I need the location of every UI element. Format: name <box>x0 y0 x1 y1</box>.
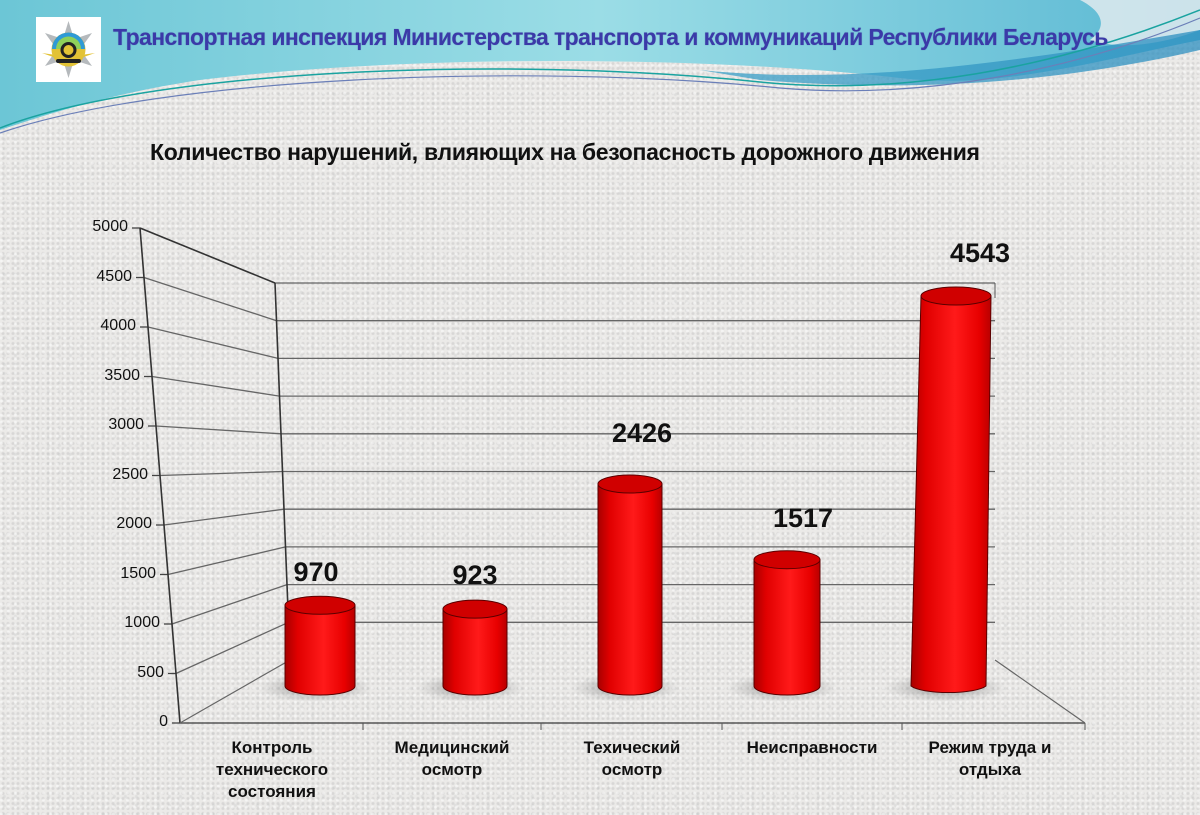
chart-axes <box>139 227 1086 730</box>
bar-cylinder <box>884 286 1006 702</box>
y-tick-label: 2000 <box>116 515 152 532</box>
bar-cylinder <box>258 595 372 702</box>
category-label-line: технического <box>215 760 329 779</box>
y-tick-label: 4000 <box>100 317 136 334</box>
ministry-emblem-icon <box>36 17 101 82</box>
bar-cylinder <box>416 599 524 702</box>
y-tick-label: 1000 <box>124 614 160 631</box>
y-tick-label: 3000 <box>108 416 144 433</box>
bar-value-label: 4543 <box>949 238 1011 268</box>
category-label-line: Неисправности <box>746 738 878 757</box>
y-tick-label: 1500 <box>120 564 156 582</box>
category-label-line: Режим труда и <box>928 738 1052 757</box>
y-tick-label: 2500 <box>112 465 148 483</box>
bar-value-label: 970 <box>293 557 339 587</box>
category-label: Медицинский осмотр <box>367 737 537 781</box>
y-tick-label: 0 <box>159 713 168 730</box>
y-tick-label: 3500 <box>104 366 140 384</box>
category-label-line: Контроль <box>231 738 313 757</box>
category-label: Контроль технического состояния <box>187 737 357 803</box>
organization-title: Транспортная инспекция Министерства тран… <box>113 24 1108 50</box>
category-label-line: Техический <box>583 738 681 757</box>
category-label-line: осмотр <box>421 760 483 779</box>
bar-value-label: 2426 <box>611 418 673 448</box>
y-tick-label: 5000 <box>92 218 128 235</box>
category-label-line: отдыха <box>958 760 1022 779</box>
chart-gridlines <box>132 227 995 724</box>
category-label: Режим труда и отдыха <box>905 737 1075 781</box>
category-label: Неисправности <box>727 737 897 759</box>
bars <box>258 286 1006 702</box>
category-label-line: состояния <box>228 782 316 801</box>
chart-title: Количество нарушений, влияющих на безопа… <box>150 139 980 165</box>
y-tick-label: 4500 <box>96 267 132 285</box>
category-label-line: осмотр <box>601 760 663 779</box>
bar-cylinder <box>571 474 679 702</box>
bar-value-label: 923 <box>452 560 498 590</box>
bar-value-label: 1517 <box>772 503 834 533</box>
bar-cylinder <box>727 550 837 702</box>
category-label: Техический осмотр <box>547 737 717 781</box>
header-wave-decoration <box>0 0 1200 134</box>
category-label-line: Медицинский <box>394 738 510 757</box>
y-tick-label: 500 <box>137 663 164 681</box>
